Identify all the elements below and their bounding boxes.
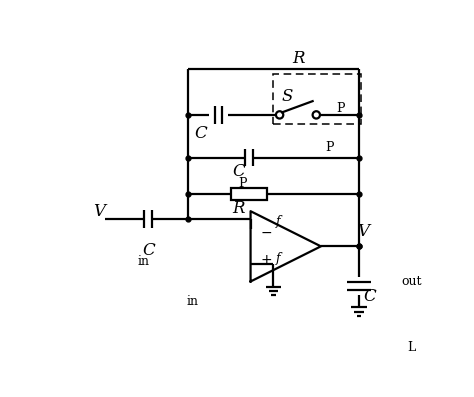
Text: C: C (232, 163, 245, 180)
Text: f: f (276, 216, 281, 228)
Text: in: in (137, 255, 149, 268)
Bar (231, 188, 267, 200)
Text: −: − (261, 226, 272, 240)
Bar (273, 73, 361, 124)
Text: out: out (401, 275, 422, 288)
Text: C: C (194, 125, 207, 142)
Text: f: f (276, 252, 281, 265)
Text: +: + (261, 253, 272, 267)
Text: C: C (364, 288, 376, 305)
Text: P: P (238, 177, 246, 190)
Text: C: C (142, 243, 155, 259)
Text: R: R (292, 50, 304, 67)
Text: V: V (93, 203, 105, 220)
Text: P: P (336, 102, 344, 116)
Text: R: R (232, 200, 245, 217)
Text: S: S (281, 88, 292, 105)
Text: in: in (186, 295, 198, 308)
Text: L: L (408, 341, 416, 354)
Text: V: V (357, 223, 370, 239)
Text: P: P (325, 141, 334, 154)
